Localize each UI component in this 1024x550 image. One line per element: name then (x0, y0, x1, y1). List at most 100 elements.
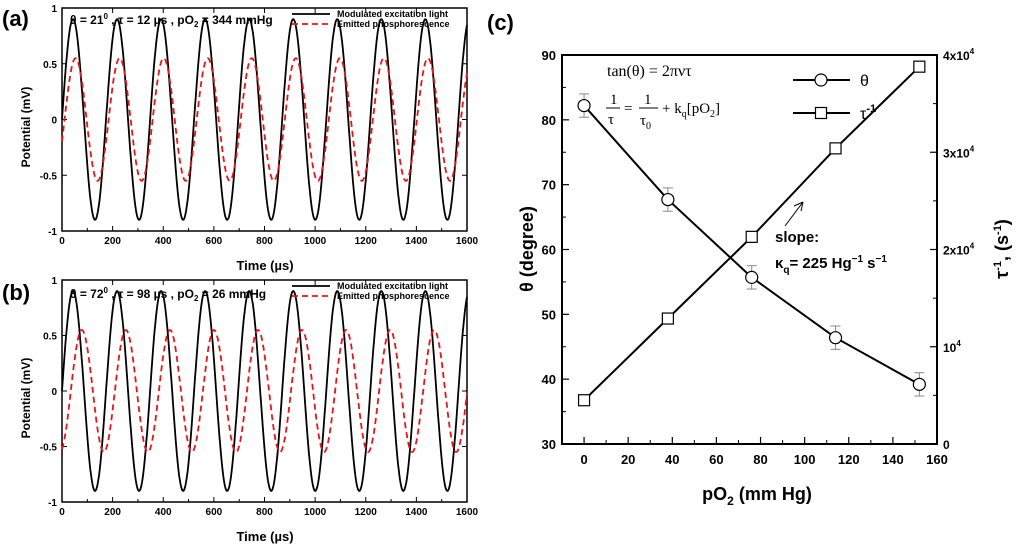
panel-c-ytick-right-label-exp: 4 (970, 144, 975, 153)
panel-c-series-theta-line (583, 104, 920, 386)
panel-c-xlabel-main: pO (702, 484, 727, 504)
panel-a-xtick-label: 200 (104, 236, 121, 247)
panel-a-annotation-theta: θ = 21 (70, 13, 104, 27)
panel-b-xtick-label: 200 (104, 507, 121, 518)
panel-c-ytick-right-label: 3x104 (943, 144, 975, 160)
panel-c-ytick-right-label: 2x104 (943, 242, 975, 258)
panel-a-ytick-label: 0 (51, 116, 57, 127)
slope-arrow-head (793, 201, 804, 212)
kq-value: = 225 Hg (789, 255, 851, 272)
panel-a-xtick-label: 1600 (456, 236, 479, 247)
eq2-lhs-den: τ (608, 112, 614, 128)
panel-c-ylabel-right: τ-1, (s-1) (992, 219, 1012, 279)
panel-c-ytick-left-label: 40 (542, 372, 556, 387)
eq2-tail: + kq[pO2] (662, 101, 720, 120)
panel-c-xlabel-sub: 2 (727, 494, 734, 508)
panel-a-xtick-label: 1000 (304, 236, 327, 247)
dynamic-marks: 0 200 400 600 800 1000 1200 1400 1600-1-0.500.51… (40, 4, 975, 518)
panel-b-xtick-label: 1000 (304, 507, 327, 518)
panel-b-xtick-label: 800 (256, 507, 273, 518)
panel-c-theta-point (745, 270, 759, 284)
panel-a-series-excitation-line (61, 18, 468, 221)
panel-a-ylabel: Potential (mV) (19, 87, 33, 168)
panel-c-ytick-left-label: 70 (542, 178, 556, 193)
panel-c-ylabel-left: θ (degree) (517, 206, 537, 292)
panel-c-ytick-right-label-base: 4x10 (943, 49, 970, 63)
slope-label: slope: (775, 229, 819, 246)
panel-c-inv-tau-point (829, 142, 842, 155)
panel-c-theta-point (828, 331, 843, 345)
panel-c-ylabel-right-main: τ (992, 271, 1012, 279)
panel-b-legend-label: Modulated excitation light (337, 281, 448, 291)
eq2-tail-end: [pO (687, 101, 710, 117)
panel-a-annotation-po2-val: = 344 mmHg (198, 13, 272, 27)
panel-c-ylabel-right-sup2: -1 (992, 225, 1004, 235)
panel-b-series-excitation-line (61, 290, 468, 492)
panel-a-label: (a) (2, 6, 29, 31)
eq2-equals: = (624, 101, 632, 117)
panel-b-legend-label: Emitted phosphorescence (337, 291, 450, 301)
kq-label: κq= 225 Hg−1 s−1 (775, 254, 887, 276)
panel-c-xtick-label: 60 (709, 452, 723, 467)
panel-b-ylabel: Potential (mV) (19, 358, 33, 439)
panel-c-ytick-right-label-exp: 4 (970, 242, 975, 251)
panel-c-inv-tau-point (913, 60, 926, 73)
panel-c-legend-label-main: τ (860, 106, 867, 123)
panel-a-annotation-tau: , τ = 12 µs , pO (108, 13, 194, 27)
panel-c-ytick-left-label: 80 (542, 113, 556, 128)
panel-a-legend-label: Emitted phosphorescence (337, 19, 450, 29)
panel-b-frame (61, 279, 468, 503)
eq2-rhs-den: τ0 (640, 113, 651, 132)
panel-a-xtick-label: 400 (155, 236, 172, 247)
panel-c-xtick-label: 40 (665, 452, 679, 467)
eq2-tail-main: + k (662, 101, 682, 117)
panel-c-theta-point (912, 377, 926, 391)
panel-a-ytick-label: 1 (51, 4, 57, 15)
panel-c-label: (c) (487, 10, 514, 35)
panel-c-frame (561, 54, 938, 445)
panel-a-annotation-theta-sup: 0 (104, 12, 109, 21)
panel-c-ytick-right-label-exp: 4 (970, 47, 975, 56)
panel-c-ytick-right-label-base: 10 (943, 341, 957, 355)
panel-c-ytick-right-label-base: 0 (943, 438, 950, 452)
panel-c-inv-tau-point (745, 230, 758, 243)
panel-b-xtick-label: 400 (155, 507, 172, 518)
panel-c-xtick-label: 0 (580, 452, 587, 467)
eq2-rhs-den-main: τ (640, 113, 646, 129)
panel-a-legend-label: Modulated excitation light (337, 9, 448, 19)
kq-unit-s: s (863, 255, 876, 272)
panel-c-legend-label-sup: -1 (866, 103, 876, 115)
panel-a-xtick-label: 800 (256, 236, 273, 247)
panel-c-ytick-left-label: 60 (542, 243, 556, 258)
slope-arrow-shaft (784, 201, 804, 227)
panel-c-xtick-label: 80 (753, 452, 767, 467)
panel-b-series-phosphorescence-line (61, 329, 468, 453)
panel-c-ytick-left-label: 50 (542, 307, 556, 322)
panel-c-xtick-label: 120 (838, 452, 860, 467)
panel-c-legend-marker (814, 106, 828, 120)
panel-a-ytick-label: 0.5 (43, 60, 57, 71)
panel-c-ytick-right-label-exp: 4 (956, 339, 961, 348)
panel-c-ytick-left-label: 30 (542, 437, 556, 452)
eq2-tail-sub2: 2 (710, 109, 715, 120)
equation-2: 1 τ = 1 τ0 + kq[pO2] (606, 92, 720, 132)
eq2-rhs-num: 1 (644, 92, 652, 108)
panel-a-ytick-label: -1 (48, 227, 57, 238)
eq2-rhs-den-sub: 0 (646, 121, 651, 132)
panel-c-ytick-left-label: 90 (542, 48, 556, 63)
panel-b-ytick-label: 1 (51, 276, 57, 287)
kq-symbol: κ (775, 255, 784, 272)
panel-b-xtick-label: 0 (59, 507, 65, 518)
panel-c-legend-label: θ (860, 73, 869, 90)
eq2-close: ] (715, 101, 720, 117)
panel-b-annotation-tau: , τ = 98 µs , pO (108, 287, 194, 301)
panel-c-xtick-label: 20 (621, 452, 635, 467)
panel-c-ylabel-right-sup: -1 (992, 261, 1004, 271)
panel-c-theta-point (661, 192, 675, 207)
panel-c-xtick-label: 100 (794, 452, 816, 467)
panel-b-xtick-label: 1600 (456, 507, 479, 518)
kq-unit-s-sup: −1 (876, 254, 888, 265)
panel-c-xtick-label: 140 (882, 452, 904, 467)
panel-b-annotation-theta: θ = 72 (70, 287, 104, 301)
